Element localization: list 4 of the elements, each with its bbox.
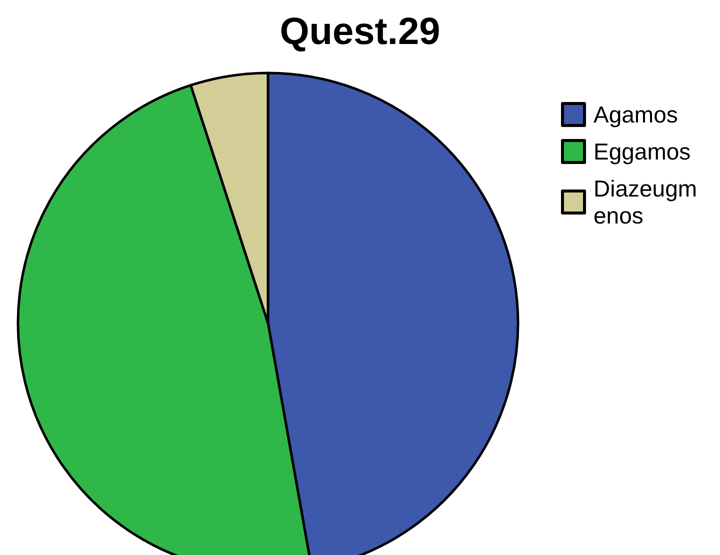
legend-label: Agamos [594,102,678,128]
legend-label: Eggamos [594,138,691,164]
chart-title: Quest.29 [280,11,440,53]
legend-label: Diazeugmenos [594,176,698,228]
